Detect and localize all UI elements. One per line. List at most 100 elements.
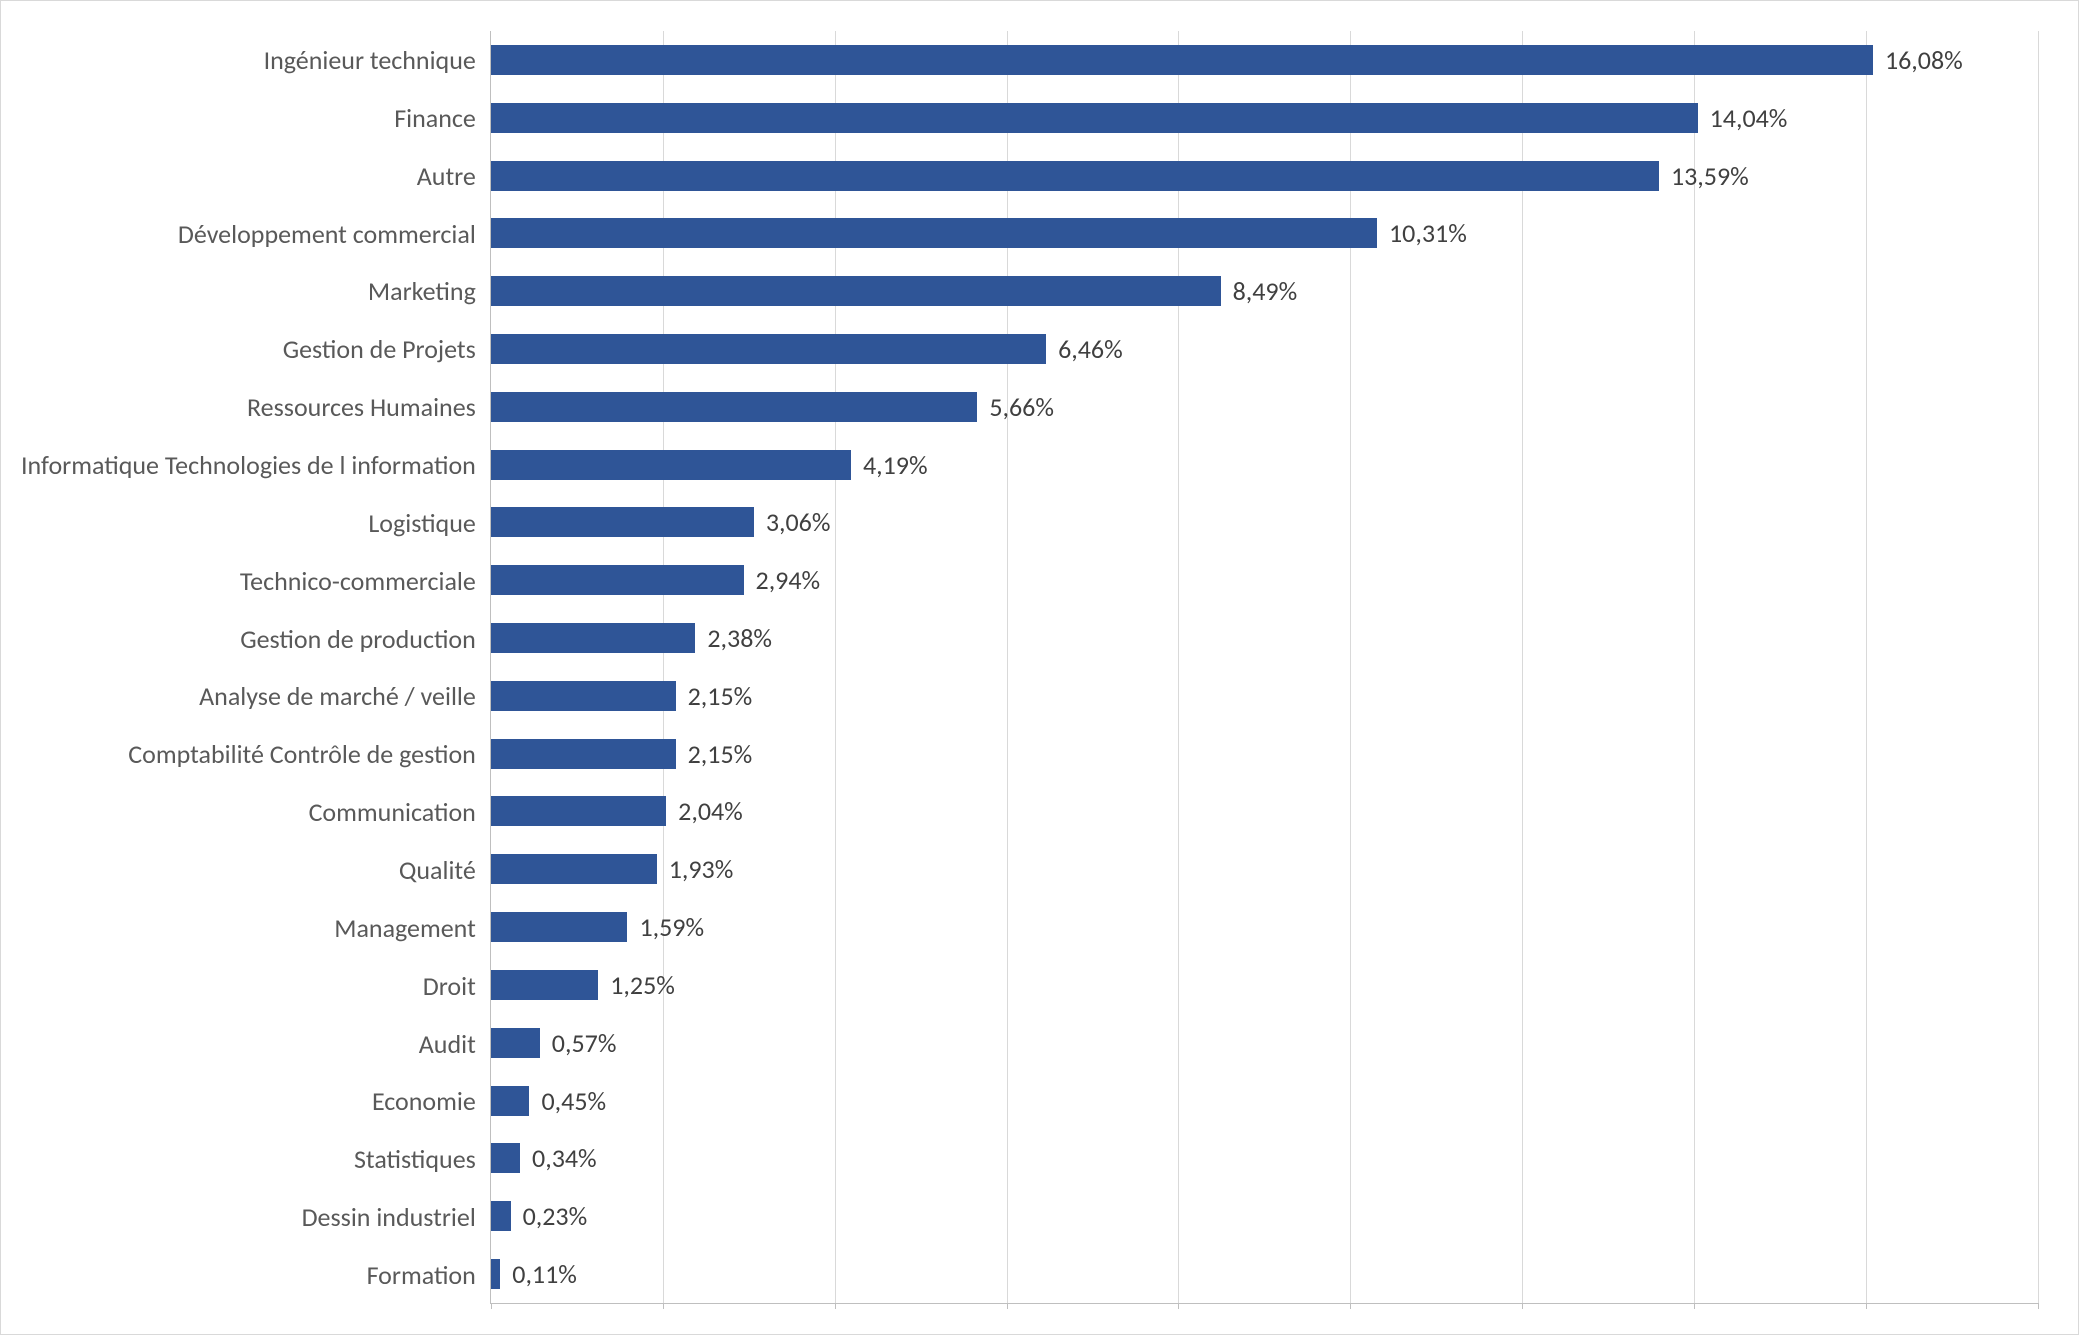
bar-value-label: 14,04% [1698,102,1788,134]
bar: 1,59% [491,912,628,942]
bar: 1,25% [491,970,598,1000]
bar: 0,45% [491,1086,530,1116]
plot-column: 16,08% 14,04% 13,59% 10,31% 8,49% 6,46% 5,66% 4… [490,31,2038,1304]
tick-mark [1350,1303,1351,1309]
tick-mark [491,1303,492,1309]
bar-row: 16,08% [491,45,2038,75]
bar: 5,66% [491,392,978,422]
category-label: Analyse de marché / veille [199,683,476,709]
bar: 0,11% [491,1259,500,1289]
tick-mark [1178,1303,1179,1309]
category-label: Gestion de Projets [283,336,476,362]
bar: 2,04% [491,796,666,826]
bar: 6,46% [491,334,1046,364]
bar: 2,38% [491,623,696,653]
bar: 14,04% [491,103,1698,133]
bar-row: 4,19% [491,450,2038,480]
category-label: Autre [417,163,476,189]
tick-mark [1007,1303,1008,1309]
tick-mark [2038,1303,2039,1309]
category-label: Développement commercial [178,221,476,247]
category-label: Dessin industriel [302,1204,476,1230]
gridline [2038,31,2039,1303]
category-label: Droit [423,973,476,999]
category-label: Formation [367,1262,476,1288]
bar-value-label: 8,49% [1221,275,1298,307]
category-labels-column: Ingénieur technique Finance Autre Développe… [21,31,490,1304]
bar-value-label: 6,46% [1046,333,1123,365]
bar-row: 1,93% [491,854,2038,884]
plot-area: 16,08% 14,04% 13,59% 10,31% 8,49% 6,46% 5,66% 4… [490,31,2038,1304]
category-label: Communication [309,799,476,825]
bar-row: 3,06% [491,507,2038,537]
bar-value-label: 2,15% [676,680,753,712]
category-label: Audit [419,1031,476,1057]
bar-row: 1,59% [491,912,2038,942]
bar-value-label: 16,08% [1873,44,1963,76]
category-label: Ingénieur technique [264,47,476,73]
category-label: Economie [372,1088,476,1114]
bar: 8,49% [491,276,1221,306]
bar-value-label: 1,93% [657,853,734,885]
bar-value-label: 0,23% [511,1200,588,1232]
bar: 1,93% [491,854,657,884]
bar-value-label: 0,57% [540,1027,617,1059]
bar-value-label: 2,38% [695,622,772,654]
bar-value-label: 0,45% [529,1085,606,1117]
bar-value-label: 2,15% [676,738,753,770]
bar-row: 10,31% [491,218,2038,248]
bar-row: 2,15% [491,681,2038,711]
category-label: Technico-commerciale [240,568,476,594]
bar-row: 0,45% [491,1086,2038,1116]
bar-row: 1,25% [491,970,2038,1000]
bar-value-label: 3,06% [754,506,831,538]
bar: 0,34% [491,1143,520,1173]
category-label: Marketing [368,278,476,304]
bar-value-label: 0,34% [520,1142,597,1174]
bar: 10,31% [491,218,1377,248]
bar-row: 2,04% [491,796,2038,826]
bar-value-label: 4,19% [851,449,928,481]
category-label: Informatique Technologies de l informati… [21,452,476,478]
bar: 0,57% [491,1028,540,1058]
bar: 3,06% [491,507,754,537]
bar-row: 2,94% [491,565,2038,595]
bar-value-label: 10,31% [1377,217,1467,249]
bar-value-label: 5,66% [977,391,1054,423]
bar: 2,94% [491,565,744,595]
bar: 13,59% [491,161,1659,191]
category-label: Logistique [368,510,475,536]
category-label: Management [334,915,476,941]
tick-mark [1694,1303,1695,1309]
bar-row: 6,46% [491,334,2038,364]
bar-row: 0,11% [491,1259,2038,1289]
chart-frame: Ingénieur technique Finance Autre Développe… [0,0,2079,1335]
bars-container: 16,08% 14,04% 13,59% 10,31% 8,49% 6,46% 5,66% 4… [491,31,2038,1303]
bar-row: 8,49% [491,276,2038,306]
bar-row: 0,57% [491,1028,2038,1058]
bar-value-label: 13,59% [1659,160,1749,192]
bar-value-label: 1,59% [627,911,704,943]
tick-mark [1866,1303,1867,1309]
bar-value-label: 2,04% [666,795,743,827]
tick-mark [663,1303,664,1309]
bar: 2,15% [491,681,676,711]
bar-value-label: 0,11% [500,1258,577,1290]
bar-row: 2,38% [491,623,2038,653]
bar: 2,15% [491,739,676,769]
bar: 4,19% [491,450,851,480]
category-label: Statistiques [354,1146,476,1172]
bar-value-label: 2,94% [744,564,821,596]
category-label: Gestion de production [240,626,476,652]
bar-row: 0,23% [491,1201,2038,1231]
category-label: Finance [394,105,476,131]
bar: 16,08% [491,45,1873,75]
bar: 0,23% [491,1201,511,1231]
bar-row: 2,15% [491,739,2038,769]
bar-row: 13,59% [491,161,2038,191]
category-label: Qualité [399,857,476,883]
bar-value-label: 1,25% [598,969,675,1001]
bar-row: 0,34% [491,1143,2038,1173]
category-label: Ressources Humaines [247,394,476,420]
category-label: Comptabilité Contrôle de gestion [128,741,476,767]
